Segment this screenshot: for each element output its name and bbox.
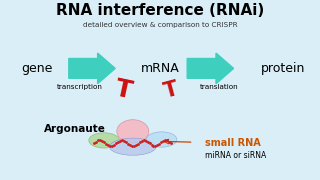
Text: T: T [162,78,181,102]
Text: mRNA: mRNA [140,62,180,75]
Text: translation: translation [200,84,238,90]
Ellipse shape [147,132,177,147]
Text: protein: protein [261,62,305,75]
Text: miRNA or siRNA: miRNA or siRNA [205,151,266,160]
FancyArrow shape [187,53,234,84]
Text: transcription: transcription [57,84,103,90]
Text: T: T [112,76,134,104]
Ellipse shape [117,120,149,143]
Text: gene: gene [21,62,52,75]
Text: detailed overview & comparison to CRISPR: detailed overview & comparison to CRISPR [83,22,237,28]
Ellipse shape [89,133,119,148]
Text: RNA interference (RNAi): RNA interference (RNAi) [56,3,264,18]
FancyArrow shape [69,53,115,84]
Text: Argonaute: Argonaute [44,124,106,134]
Ellipse shape [109,138,156,155]
Text: small RNA: small RNA [205,138,260,148]
